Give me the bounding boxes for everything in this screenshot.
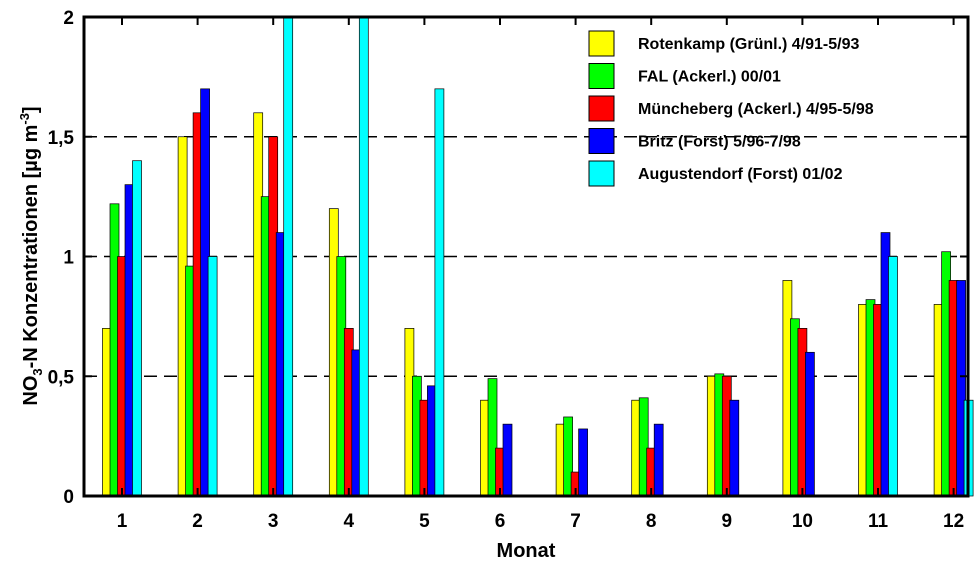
x-tick-label: 11 xyxy=(868,511,889,532)
y-axis-title-subscript: 3 xyxy=(30,368,45,375)
legend-label: Augustendorf (Forst) 01/02 xyxy=(638,166,843,183)
x-tick-label: 6 xyxy=(495,511,506,532)
y-axis-ticks: 0 0,5 1 1,5 2 xyxy=(48,8,968,508)
x-tick-label: 9 xyxy=(722,511,733,532)
bar xyxy=(653,423,664,497)
x-axis-title: Monat xyxy=(497,540,556,562)
legend-label: Britz (Forst) 5/96-7/98 xyxy=(638,134,801,151)
legend-label: FAL (Ackerl.) 00/01 xyxy=(638,69,781,86)
x-tick-label: 1 xyxy=(117,511,128,532)
legend-label: Müncheberg (Ackerl.) 4/95-5/98 xyxy=(638,101,874,118)
bar xyxy=(434,88,445,497)
y-tick-label: 1 xyxy=(63,248,74,269)
y-tick-label: 1,5 xyxy=(48,128,75,149)
y-axis-title-part: NO xyxy=(20,376,42,406)
legend: Rotenkamp (Grünl.) 4/91-5/93 FAL (Ackerl.… xyxy=(588,30,874,187)
bar xyxy=(358,16,369,497)
legend-swatch xyxy=(588,63,615,89)
x-tick-label: 8 xyxy=(646,511,657,532)
y-tick-label: 2 xyxy=(63,8,74,29)
bar xyxy=(502,423,513,497)
gridlines xyxy=(84,135,968,378)
bar xyxy=(888,256,898,497)
bar xyxy=(283,16,294,497)
x-tick-label: 12 xyxy=(943,511,964,532)
y-axis-title: NO3-N Konzentrationen [µg m-3] xyxy=(17,106,45,405)
y-axis-title-part: -N Konzentrationen [µg m xyxy=(20,125,42,369)
x-tick-label: 4 xyxy=(344,511,355,532)
bar xyxy=(729,399,740,497)
bar xyxy=(132,160,142,497)
y-tick-label: 0,5 xyxy=(48,367,75,388)
x-tick-label: 3 xyxy=(268,511,279,532)
bar xyxy=(578,428,588,497)
x-axis-ticks: 1 2 3 4 5 6 7 8 9 10 11 12 xyxy=(117,17,964,532)
legend-label: Rotenkamp (Grünl.) 4/91-5/93 xyxy=(638,36,859,53)
x-tick-label: 2 xyxy=(192,511,203,532)
legend-swatch xyxy=(588,30,615,57)
y-axis-title-part: ] xyxy=(20,106,42,113)
y-tick-label: 0 xyxy=(63,487,74,508)
x-tick-label: 5 xyxy=(419,511,430,532)
legend-swatch xyxy=(588,95,615,122)
bars xyxy=(102,16,974,497)
legend-swatch xyxy=(588,160,615,187)
legend-swatch xyxy=(588,128,615,154)
y-axis-title-superscript: -3 xyxy=(17,113,32,125)
x-tick-label: 10 xyxy=(792,511,813,532)
bar xyxy=(805,351,815,497)
x-tick-label: 7 xyxy=(570,511,581,532)
bar xyxy=(207,256,218,497)
